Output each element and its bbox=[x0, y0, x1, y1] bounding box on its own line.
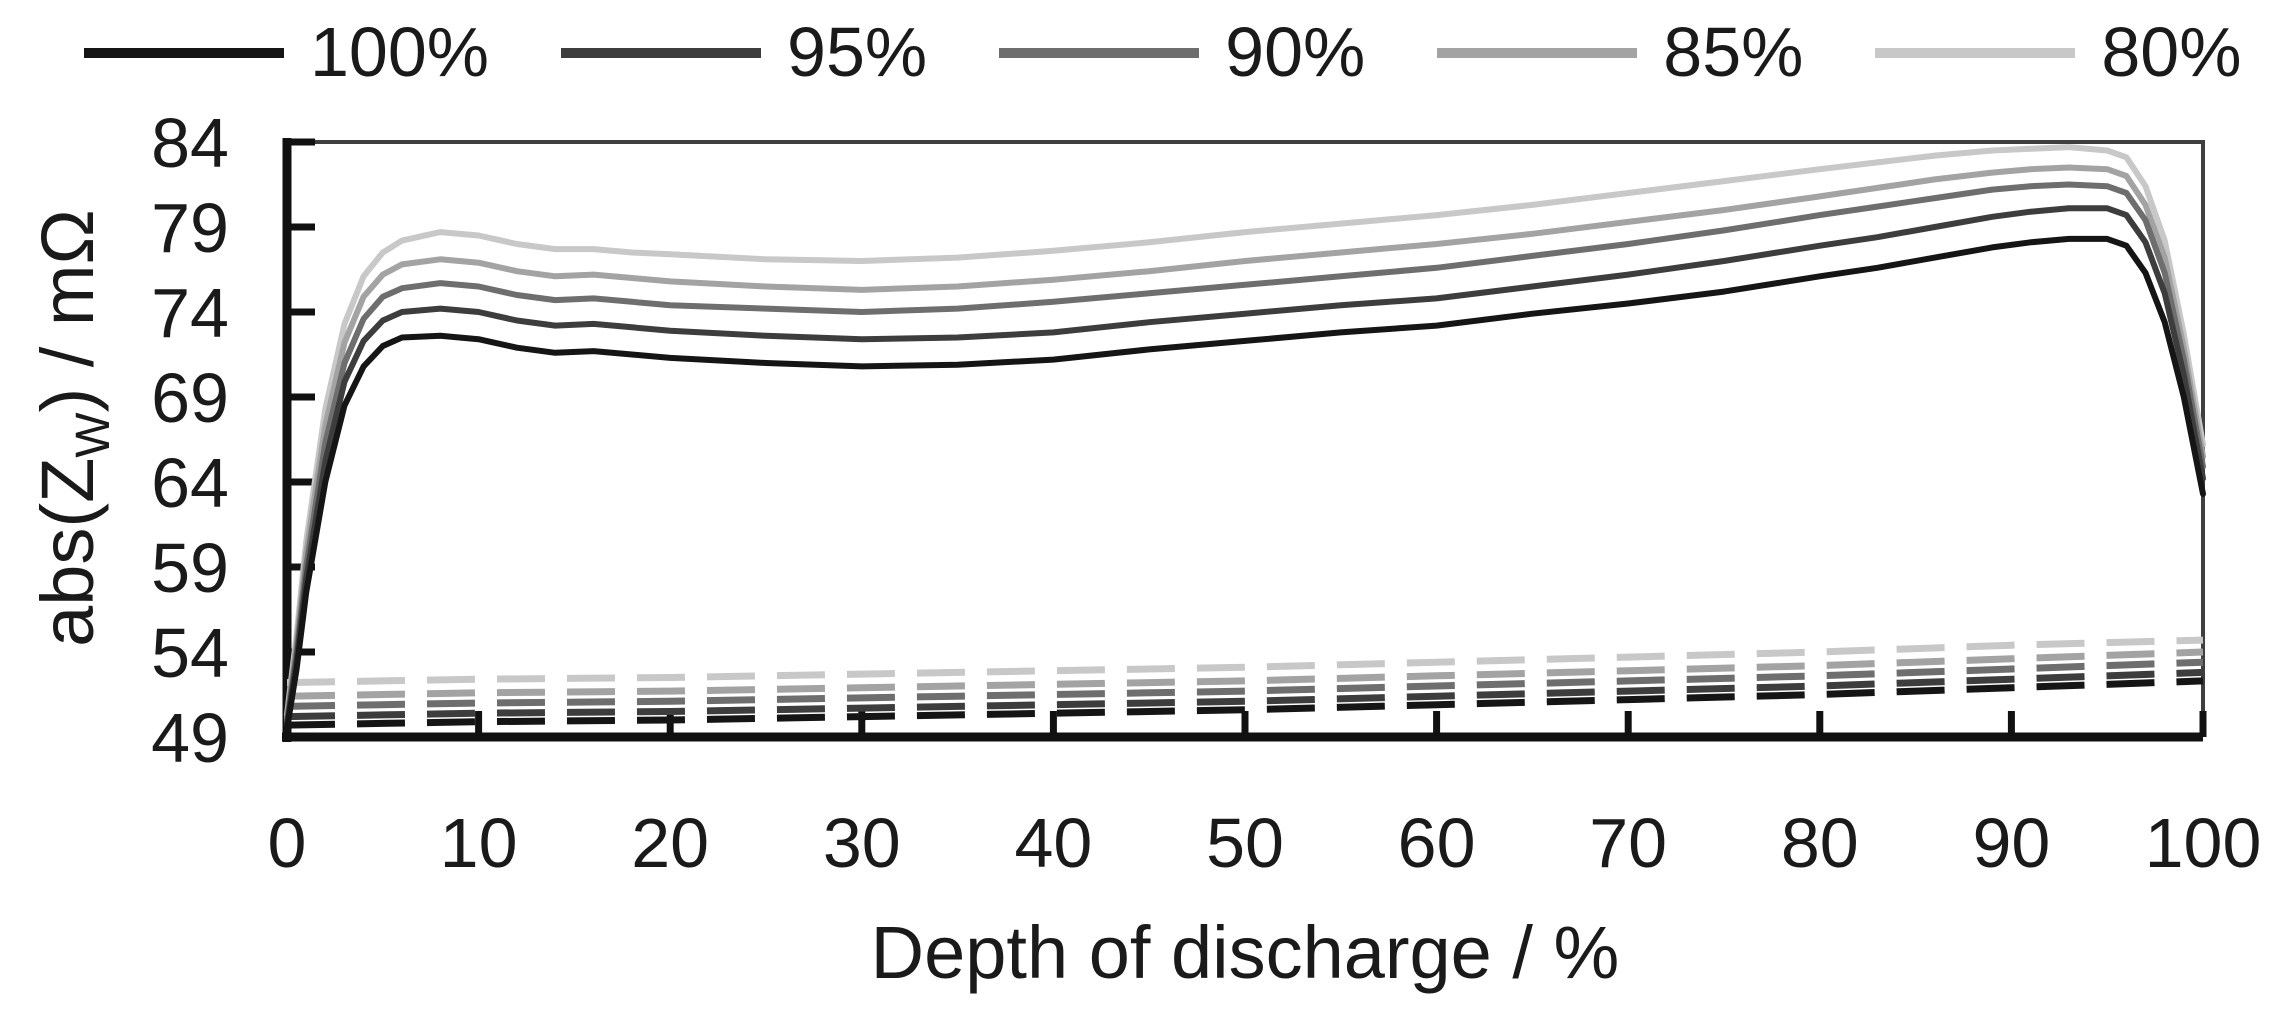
series-90-solid bbox=[284, 181, 2206, 725]
series-80-solid bbox=[284, 144, 2206, 718]
legend-line-swatch bbox=[1875, 47, 2076, 58]
y-tick-label: 79 bbox=[151, 189, 229, 267]
series-85-solid bbox=[284, 164, 2206, 722]
x-tick-label: 10 bbox=[440, 804, 518, 882]
legend-line-swatch bbox=[561, 47, 762, 58]
legend-line-swatch bbox=[999, 47, 1200, 58]
legend-item-90pct: 90% bbox=[999, 14, 1365, 91]
x-tick-label: 0 bbox=[268, 804, 307, 882]
legend-label: 90% bbox=[1225, 13, 1366, 91]
x-tick-label: 50 bbox=[1206, 804, 1284, 882]
y-axis-title-suffix: ) / mΩ bbox=[26, 209, 110, 413]
legend-item-95pct: 95% bbox=[561, 14, 927, 91]
legend-line-swatch bbox=[84, 47, 284, 58]
legend-line-swatch bbox=[1437, 47, 1638, 58]
legend-label: 100% bbox=[310, 13, 490, 91]
x-tick-label: 40 bbox=[1014, 804, 1092, 882]
y-tick-label: 64 bbox=[151, 444, 229, 522]
legend-item-80pct: 80% bbox=[1875, 14, 2241, 91]
y-axis-title-prefix: abs(Z bbox=[26, 457, 110, 647]
legend-label: 85% bbox=[1663, 13, 1804, 91]
y-tick-label: 49 bbox=[151, 699, 229, 777]
legend-label: 80% bbox=[2101, 13, 2242, 91]
series-95-dashed bbox=[286, 668, 2204, 721]
y-tick-label: 74 bbox=[151, 274, 229, 352]
y-tick-label: 54 bbox=[151, 614, 229, 692]
series-95-solid bbox=[284, 205, 2206, 729]
x-tick-label: 90 bbox=[1972, 804, 2050, 882]
series-100-dashed bbox=[286, 677, 2204, 729]
plot-border bbox=[287, 140, 2205, 737]
legend: 100% 95% 90% 85% 80% bbox=[84, 14, 2252, 91]
series-85-dashed bbox=[286, 648, 2204, 700]
y-axis-title: abs(ZW) / mΩ bbox=[26, 209, 121, 647]
x-tick-label: 20 bbox=[631, 804, 709, 882]
x-tick-label: 100 bbox=[2145, 804, 2262, 882]
legend-label: 95% bbox=[787, 13, 928, 91]
y-tick-label: 69 bbox=[151, 359, 229, 437]
x-tick-label: 80 bbox=[1781, 804, 1859, 882]
y-tick-label: 59 bbox=[151, 529, 229, 607]
series-100-solid bbox=[284, 235, 2206, 732]
x-tick-label: 70 bbox=[1589, 804, 1667, 882]
legend-item-85pct: 85% bbox=[1437, 14, 1803, 91]
y-tick-label: 84 bbox=[151, 104, 229, 182]
series-90-dashed bbox=[286, 658, 2204, 710]
x-tick-label: 60 bbox=[1398, 804, 1476, 882]
x-tick-label: 30 bbox=[823, 804, 901, 882]
x-axis-title: Depth of discharge / % bbox=[870, 911, 1620, 994]
y-axis-title-subscript: W bbox=[67, 412, 120, 458]
series-80-dashed bbox=[286, 636, 2204, 687]
legend-item-100pct: 100% bbox=[84, 14, 489, 91]
